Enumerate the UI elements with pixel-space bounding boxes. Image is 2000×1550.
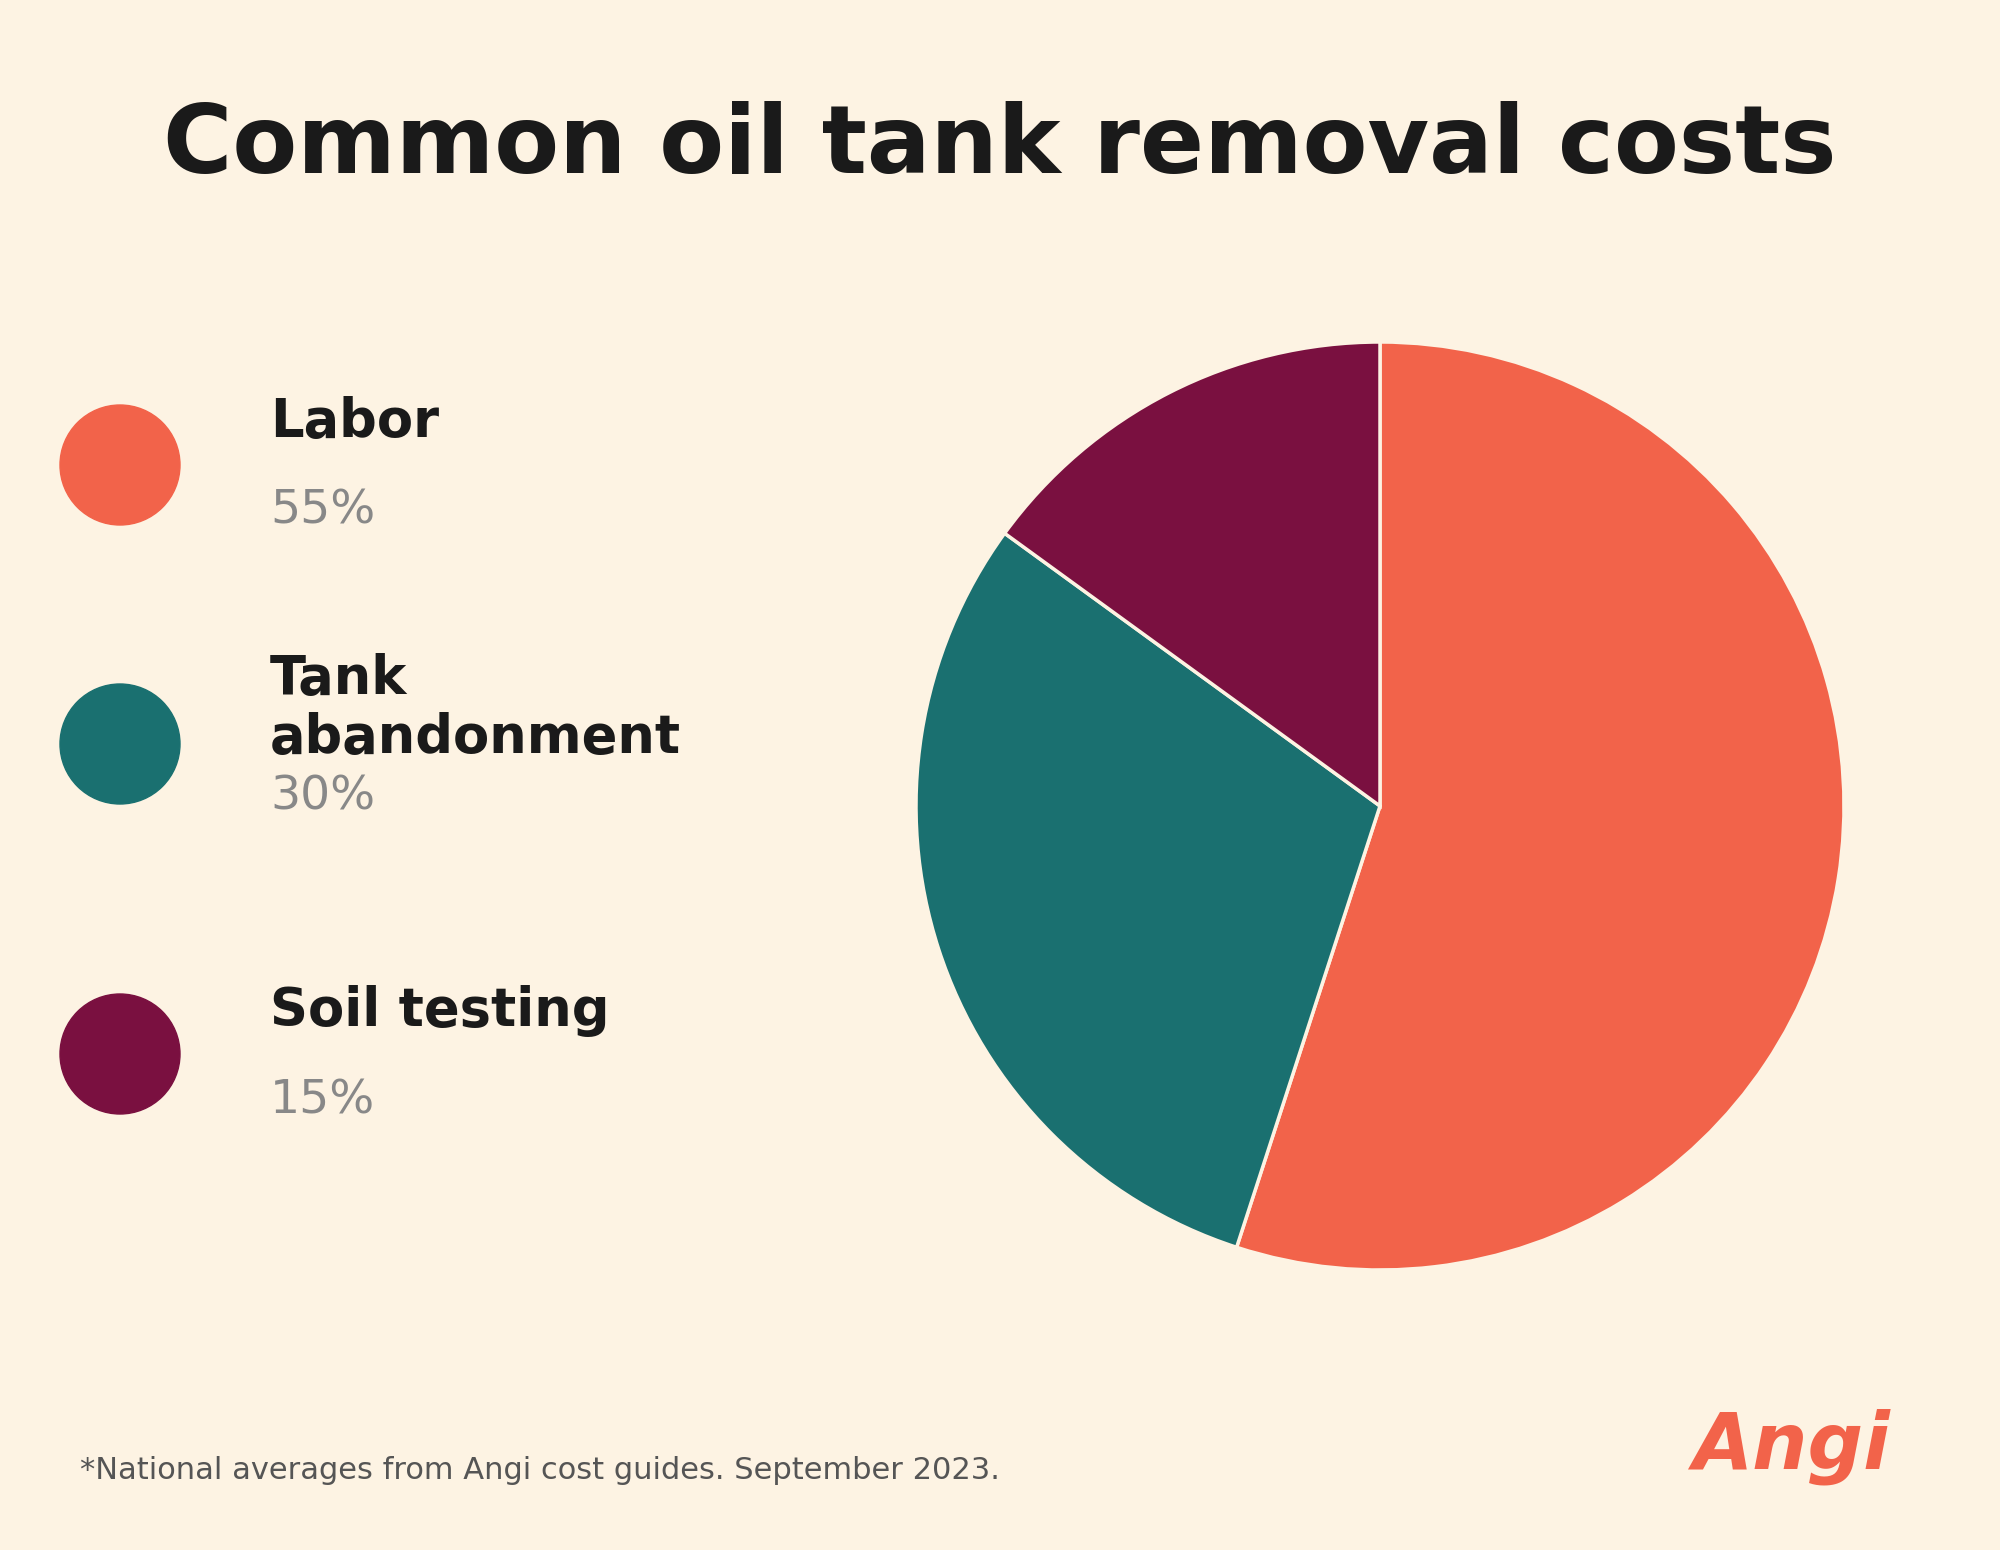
Wedge shape <box>1004 343 1380 806</box>
Text: Soil testing: Soil testing <box>270 984 610 1037</box>
Text: abandonment: abandonment <box>270 711 682 764</box>
Text: 15%: 15% <box>270 1077 376 1124</box>
Wedge shape <box>1236 343 1844 1269</box>
Wedge shape <box>916 533 1380 1248</box>
Text: Labor: Labor <box>270 395 440 448</box>
Text: Tank: Tank <box>270 653 408 705</box>
Text: 55%: 55% <box>270 488 376 535</box>
Text: Common oil tank removal costs: Common oil tank removal costs <box>164 101 1836 192</box>
Text: 30%: 30% <box>270 773 376 820</box>
Text: *National averages from Angi cost guides. September 2023.: *National averages from Angi cost guides… <box>80 1455 1000 1485</box>
Text: Angi: Angi <box>1692 1409 1890 1485</box>
